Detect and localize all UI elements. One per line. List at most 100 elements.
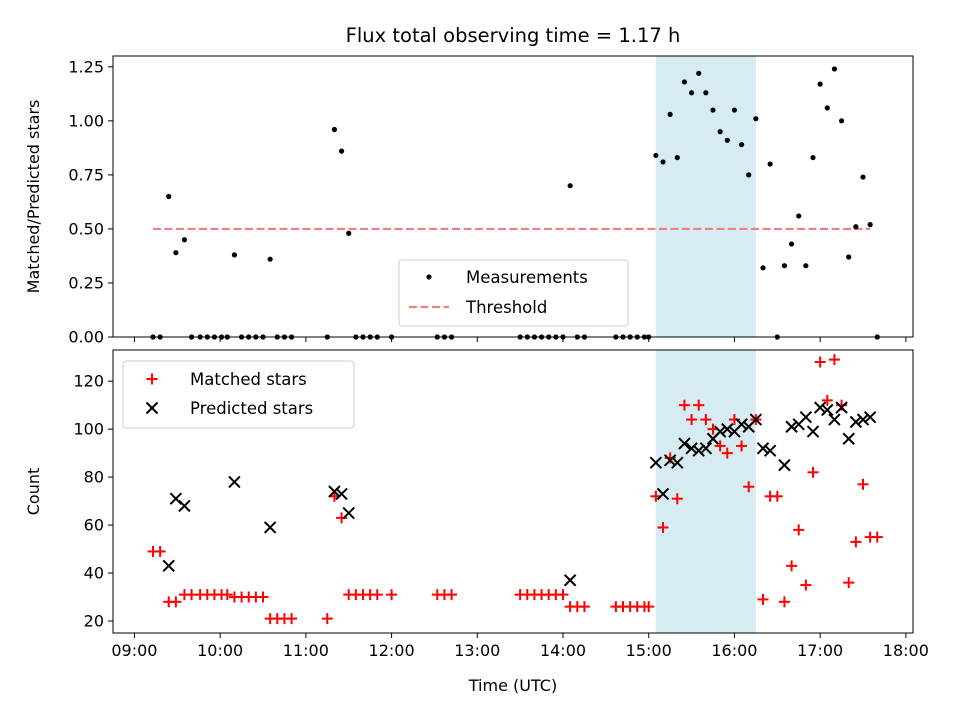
measurement-point [667, 111, 673, 117]
predicted-point [678, 437, 691, 450]
plot-frame [112, 349, 914, 634]
predicted-point [821, 403, 834, 417]
legend-label-threshold: Threshold [465, 298, 547, 317]
matched-point [336, 512, 348, 524]
measurement-point [166, 193, 172, 200]
matched-point [807, 466, 819, 478]
measurement-point [853, 224, 859, 230]
y-tick-label: 0.00 [68, 328, 104, 347]
measurement-point [653, 152, 659, 159]
matched-point [757, 593, 769, 605]
matched-point [686, 414, 698, 426]
y-tick-label: 20 [84, 612, 104, 631]
predicted-point [328, 485, 341, 498]
matched-point [836, 399, 848, 411]
legend-marker-measurements [426, 274, 432, 280]
matched-point [771, 490, 783, 502]
matched-point [814, 356, 826, 368]
predicted-point [685, 442, 698, 455]
panel-count: 09:00 10:00 11:00 12:00 13:00 14:00 15:00 16:00… [24, 349, 929, 695]
predicted-point [863, 410, 877, 424]
matched-point [828, 354, 840, 366]
measurement-point [346, 230, 352, 236]
y-axis-label-ratio: Matched/Predicted stars [24, 100, 43, 294]
y-tick-label: 40 [84, 564, 104, 583]
predicted-point [335, 487, 348, 501]
panel-ratio: 0.00 0.25 0.50 0.75 1.00 1.25 Matched/Predict… [24, 55, 914, 347]
y-tick-label: 1.00 [68, 111, 104, 130]
predicted-point [263, 521, 277, 534]
measurement-point [181, 237, 188, 243]
matched-point [700, 414, 712, 426]
legend-label-measurements: Measurements [466, 268, 588, 287]
matched-point [743, 481, 755, 493]
matched-point [786, 560, 798, 572]
predicted-point [228, 475, 241, 489]
matched-point [793, 524, 805, 536]
matched-point [821, 394, 833, 406]
predicted-point [663, 454, 677, 467]
measurement-point [173, 250, 179, 256]
matched-point [800, 579, 812, 591]
measurement-point [688, 90, 695, 96]
matched-point [221, 589, 233, 601]
matched-point [850, 536, 862, 548]
matched-point [714, 440, 726, 452]
predicted-point [656, 487, 670, 501]
measurement-point [846, 254, 852, 260]
predicted-point [749, 413, 763, 426]
y-tick-label: 0.75 [68, 165, 104, 184]
x-tick-label: 16:00 [711, 641, 757, 660]
legend-count: Matched stars Predicted stars [122, 360, 355, 429]
legend-label-predicted: Predicted stars [190, 399, 313, 418]
plot-frame [112, 55, 914, 338]
x-tick-label: 09:00 [111, 641, 157, 660]
predicted-point [563, 574, 577, 587]
chart-title: Flux total observing time = 1.17 h [346, 24, 681, 47]
matched-point [386, 589, 398, 601]
measurement-point [338, 148, 345, 154]
predicted-point [721, 422, 734, 436]
predicted-point [842, 432, 855, 445]
predicted-point [806, 425, 820, 438]
measurement-point [824, 105, 830, 111]
matched-point [154, 545, 166, 557]
matched-point [557, 589, 569, 601]
measurement-point [831, 66, 838, 72]
matched-point [657, 521, 669, 533]
predicted-point [828, 413, 841, 426]
matched-point [778, 596, 790, 608]
measurement-point [231, 252, 238, 258]
y-tick-label: 1.25 [68, 57, 104, 76]
y-tick-label: 100 [73, 420, 104, 439]
predicted-point [735, 418, 748, 431]
y-tick-label: 120 [73, 372, 104, 391]
predicted-point [671, 456, 684, 469]
predicted-point [835, 401, 848, 414]
matched-point [671, 493, 683, 505]
measurement-point [810, 154, 816, 161]
x-tick-label: 14:00 [540, 641, 586, 660]
measurement-point [781, 263, 788, 269]
measurement-point [746, 172, 752, 178]
measurement-point [767, 161, 773, 167]
matched-point [736, 440, 748, 452]
matched-point [871, 531, 883, 543]
predicted-point [799, 410, 813, 424]
matched-point [286, 613, 298, 625]
measurement-point [838, 118, 845, 124]
matched-point [321, 613, 333, 625]
predicted-point [692, 444, 705, 457]
x-tick-label: 11:00 [283, 641, 329, 660]
highlight-span [655, 56, 756, 337]
x-tick-label: 10:00 [197, 641, 243, 660]
measurement-point [817, 81, 823, 87]
measurement-point [803, 263, 809, 269]
measurement-point [696, 70, 702, 76]
measurement-point [867, 222, 873, 228]
predicted-point [162, 559, 175, 573]
measurement-point [860, 174, 866, 180]
predicted-point [813, 401, 827, 414]
y-tick-label: 0.25 [68, 273, 104, 292]
x-tick-label: 15:00 [626, 641, 672, 660]
